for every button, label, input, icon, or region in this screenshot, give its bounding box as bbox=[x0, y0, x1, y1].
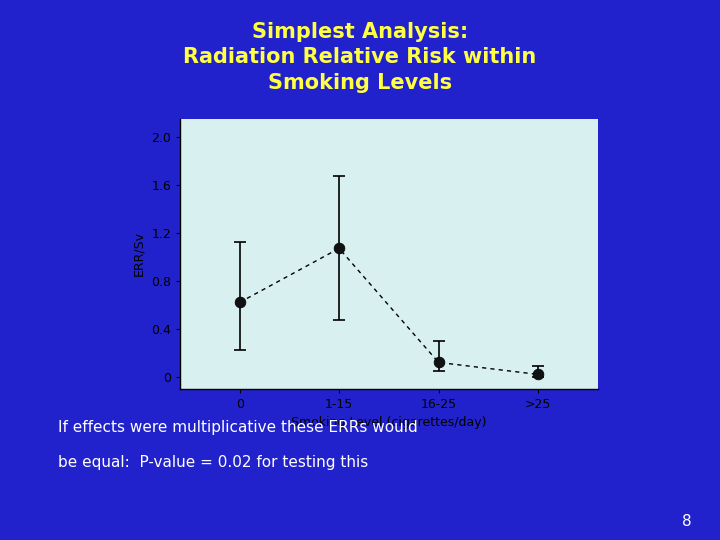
Text: Simplest Analysis:
Radiation Relative Risk within
Smoking Levels: Simplest Analysis: Radiation Relative Ri… bbox=[184, 22, 536, 93]
Text: 8: 8 bbox=[682, 514, 691, 529]
Point bbox=[234, 298, 246, 307]
Point bbox=[333, 244, 345, 253]
Text: If effects were multiplicative these ERRs would: If effects were multiplicative these ERR… bbox=[58, 420, 418, 435]
X-axis label: Smoking Level (cigarettes/day): Smoking Level (cigarettes/day) bbox=[291, 416, 487, 429]
Text: be equal:  P-value = 0.02 for testing this: be equal: P-value = 0.02 for testing thi… bbox=[58, 455, 368, 470]
Point bbox=[532, 370, 544, 379]
Y-axis label: ERR/Sv: ERR/Sv bbox=[132, 231, 145, 276]
Point bbox=[433, 358, 444, 367]
